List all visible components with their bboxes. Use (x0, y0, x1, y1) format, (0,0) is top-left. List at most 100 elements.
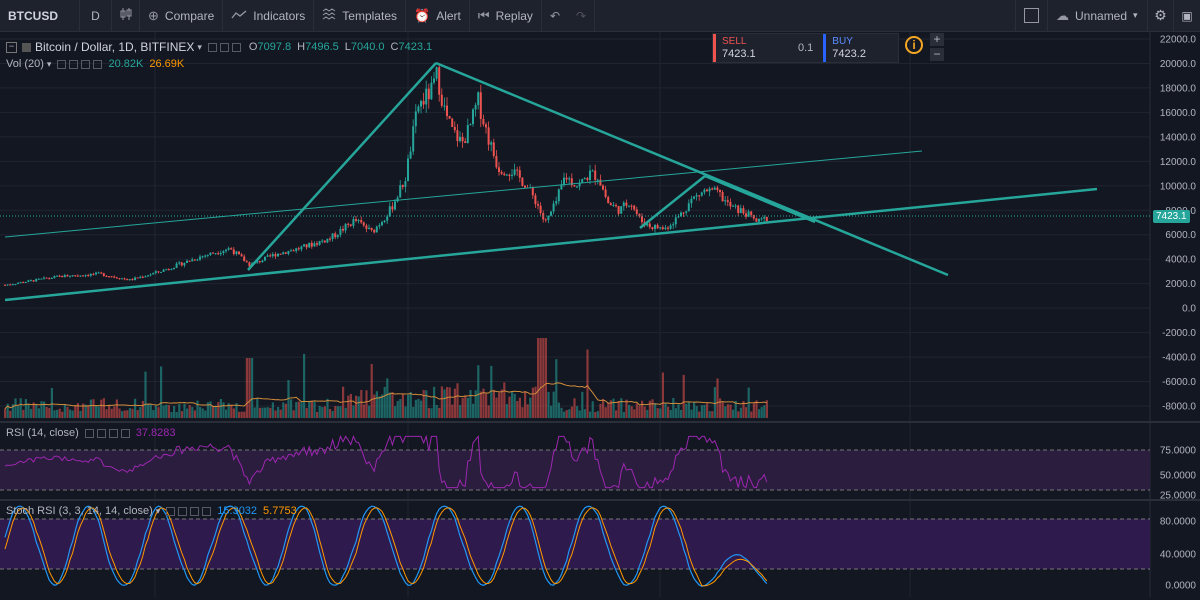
trendline-drawings[interactable] (4, 61, 1098, 302)
candle-body (438, 67, 441, 95)
replay-button[interactable]: ⏮ Replay (470, 0, 542, 31)
volume-bar (687, 401, 690, 418)
camera-button[interactable]: ▣ (1174, 0, 1200, 31)
alert-button[interactable]: ⏰ Alert (406, 0, 470, 31)
layout-name: Unnamed (1075, 8, 1128, 23)
volume-bar (141, 400, 144, 418)
candle-body (615, 205, 617, 207)
volume-add-icon[interactable] (81, 59, 91, 69)
volume-close-icon[interactable] (93, 59, 103, 69)
redo-button[interactable]: ↷ (568, 0, 596, 31)
candle-body (157, 271, 160, 273)
volume-bar (287, 380, 290, 418)
candle-body (508, 174, 511, 176)
volume-bar (131, 408, 134, 418)
interval-button[interactable]: D (80, 0, 112, 31)
volume-settings-icon[interactable] (69, 59, 79, 69)
volume-bar (745, 407, 748, 418)
series-title[interactable]: Bitcoin / Dollar, 1D, BITFINEX (35, 40, 195, 54)
volume-bar (230, 404, 233, 418)
stoch-close-icon[interactable] (202, 506, 212, 516)
volume-bar (427, 408, 430, 418)
volume-bar (9, 410, 12, 418)
stoch-axis[interactable]: 80.0000 40.0000 0.0000 (1160, 517, 1197, 592)
rsi-close-icon[interactable] (120, 428, 130, 438)
volume-eye-icon[interactable] (57, 59, 67, 69)
undo-button[interactable]: ↶ (542, 0, 568, 31)
small-rise-trendline[interactable] (639, 175, 706, 229)
legend-settings-icon[interactable] (219, 42, 229, 52)
info-icon[interactable]: i (905, 36, 923, 54)
volume-bar (724, 406, 727, 418)
volume-bar (318, 405, 321, 418)
rsi-label[interactable]: RSI (14, close) (6, 427, 79, 439)
series-menu-chevron-icon[interactable]: ▾ (197, 41, 202, 52)
volume-chevron-icon[interactable]: ▾ (46, 58, 52, 69)
stoch-settings-icon[interactable] (178, 506, 188, 516)
volume-bar (180, 411, 183, 418)
volume-bar (472, 403, 475, 418)
lower-support-trendline[interactable] (4, 187, 1098, 302)
rsi-settings-icon[interactable] (96, 428, 106, 438)
volume-bar (459, 405, 462, 418)
chart-canvas[interactable]: 22000.0 20000.0 18000.0 16000.0 14000.0 12000… (0, 32, 1200, 597)
candle-body (648, 223, 651, 228)
compare-button[interactable]: ⊕ Compare (140, 0, 224, 31)
volume-bar (700, 405, 703, 418)
rise-trendline[interactable] (247, 62, 437, 271)
decrease-quantity-button[interactable]: − (930, 48, 944, 61)
candle-body (747, 211, 750, 217)
indicators-button[interactable]: Indicators (223, 0, 315, 31)
sell-button[interactable]: SELL 7423.1 (713, 34, 788, 62)
stoch-chevron-icon[interactable]: ▾ (155, 505, 161, 516)
small-fall-trendline[interactable] (704, 174, 816, 224)
increase-quantity-button[interactable]: + (930, 33, 944, 46)
volume-bar (305, 408, 308, 418)
candle-body (474, 105, 477, 110)
candle-body (407, 158, 409, 182)
volume-bar (266, 407, 269, 418)
settings-button[interactable]: ⚙ (1148, 0, 1174, 31)
layout-save-button[interactable]: ☁ Unnamed ▾ (1048, 0, 1148, 31)
price-axis[interactable]: 22000.0 20000.0 18000.0 16000.0 14000.0 12000… (1160, 35, 1197, 413)
candle-body (287, 250, 290, 254)
candle-body (500, 171, 503, 174)
volume-bar (258, 407, 261, 418)
volume-bar (201, 408, 204, 418)
candle-body (147, 275, 149, 277)
stoch-eye-icon[interactable] (166, 506, 176, 516)
quantity-field[interactable]: 0.1 (788, 34, 823, 62)
volume-bar (378, 396, 381, 418)
volume-label[interactable]: Vol (20) (6, 58, 44, 70)
buy-button[interactable]: BUY 7423.2 (823, 34, 898, 62)
symbol-search[interactable]: BTCUSD (0, 0, 80, 31)
candle-body (745, 213, 747, 217)
candle-body (193, 259, 196, 261)
rsi-axis[interactable]: 75.0000 50.0000 25.0000 (1160, 446, 1197, 502)
templates-button[interactable]: Templates (314, 0, 406, 31)
rsi-add-icon[interactable] (108, 428, 118, 438)
candle-body (760, 218, 763, 220)
collapse-legend-icon[interactable]: − (6, 41, 17, 53)
volume-bar (492, 389, 495, 418)
volume-bar (456, 383, 459, 418)
legend-more-icon[interactable] (231, 42, 241, 52)
stoch-add-icon[interactable] (190, 506, 200, 516)
descending-resistance-trendline[interactable] (435, 61, 949, 277)
stoch-label[interactable]: Stoch RSI (3, 3, 14, 14, close) (6, 505, 153, 517)
volume-bar (214, 405, 217, 418)
legend-eye-icon[interactable] (207, 42, 217, 52)
volume-bar (414, 399, 417, 418)
chart-area[interactable]: 22000.0 20000.0 18000.0 16000.0 14000.0 12000… (0, 32, 1200, 597)
volume-bar (596, 411, 599, 418)
volume-bar (394, 406, 397, 418)
rsi-eye-icon[interactable] (84, 428, 94, 438)
volume-bar (24, 399, 27, 418)
volume-bar (154, 405, 157, 418)
thin-channel-trendline[interactable] (4, 150, 923, 238)
chart-style-button[interactable] (112, 0, 140, 31)
fullscreen-button[interactable] (1015, 0, 1048, 31)
volume-bar (245, 358, 248, 418)
price-tick-label: 18000.0 (1160, 83, 1197, 94)
candle-body (487, 127, 490, 145)
